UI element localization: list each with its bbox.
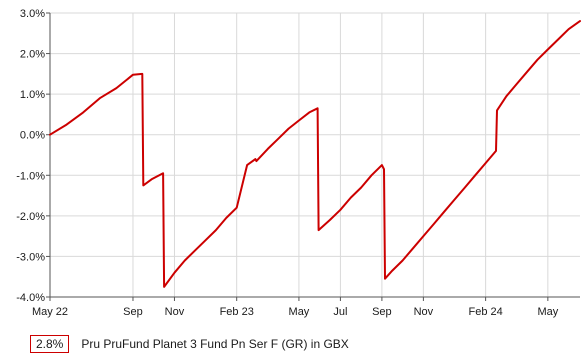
y-tick-label: -3.0%	[16, 251, 45, 263]
x-tick-label: Sep	[123, 306, 143, 318]
x-tick-label: Jul	[333, 306, 347, 318]
legend-series-label: Pru PruFund Planet 3 Fund Pn Ser F (GR) …	[81, 337, 349, 351]
y-tick-label: 1.0%	[20, 89, 45, 101]
x-tick-label: May	[537, 306, 558, 318]
y-tick-label: -4.0%	[16, 292, 45, 304]
x-tick-label: Feb 23	[220, 306, 254, 318]
legend-value-badge: 2.8%	[30, 335, 70, 353]
y-axis-tick-labels: 3.0% 2.0% 1.0% 0.0% -1.0% -2.0% -3.0% -4.0%	[16, 8, 45, 304]
line-chart: 3.0% 2.0% 1.0% 0.0% -1.0% -2.0% -3.0% -4.0% May…	[16, 8, 581, 318]
y-tick-label: 2.0%	[20, 49, 45, 61]
x-tick-label: Feb 24	[468, 306, 502, 318]
x-tick-label: Nov	[414, 306, 434, 318]
y-tick-label: -1.0%	[16, 170, 45, 182]
x-tick-label: Nov	[165, 306, 185, 318]
legend: 2.8% Pru PruFund Planet 3 Fund Pn Ser F …	[30, 334, 349, 354]
axes	[46, 12, 580, 301]
x-tick-label: May 22	[32, 306, 68, 318]
series-layer	[49, 20, 581, 288]
y-tick-label: 0.0%	[20, 130, 45, 142]
x-tick-label: May	[289, 306, 310, 318]
y-tick-label: 3.0%	[20, 8, 45, 20]
x-tick-label: Sep	[372, 306, 392, 318]
gridlines	[49, 12, 580, 298]
y-tick-label: -2.0%	[16, 211, 45, 223]
x-axis-tick-labels: May 22 Sep Nov Feb 23 May Jul Sep Nov Feb 24 May	[32, 306, 559, 318]
series-line	[49, 20, 581, 288]
